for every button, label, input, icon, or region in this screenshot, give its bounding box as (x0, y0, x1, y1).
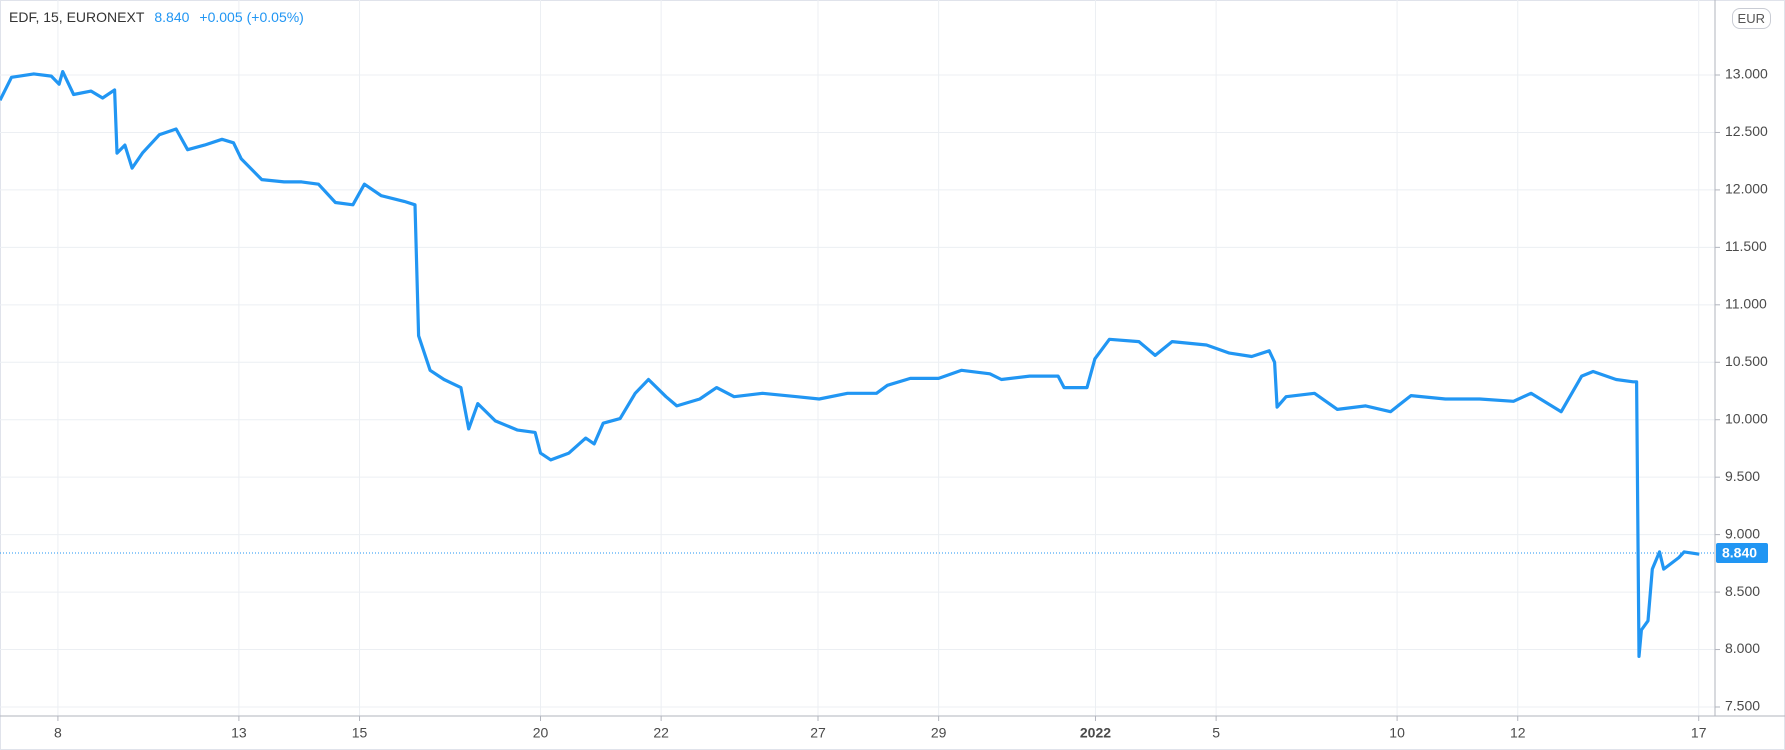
x-tick-label: 15 (352, 725, 368, 741)
last-price: 8.840 (154, 9, 190, 25)
y-tick-label: 9.000 (1725, 525, 1760, 541)
x-tick-label: 13 (231, 725, 247, 741)
y-tick-label: 8.000 (1725, 640, 1760, 656)
y-tick-label: 11.500 (1725, 238, 1767, 254)
legend-header: EDF, 15, EURONEXT 8.840 +0.005 (+0.05%) (9, 9, 304, 25)
x-tick-label: 22 (653, 725, 669, 741)
x-tick-label: 8 (54, 725, 62, 741)
x-tick-label: 10 (1389, 725, 1405, 741)
y-tick-label: 8.500 (1725, 583, 1760, 599)
change-pct: (+0.05%) (246, 9, 304, 25)
y-tick-label: 12.000 (1725, 181, 1768, 197)
x-tick-label: 12 (1510, 725, 1526, 741)
y-tick-label: 13.000 (1725, 66, 1768, 82)
x-tick-label: 20 (533, 725, 549, 741)
x-tick-label: 17 (1691, 725, 1707, 741)
change: +0.005 (199, 9, 243, 25)
y-tick-label: 7.500 (1725, 698, 1760, 714)
x-tick-label: 27 (810, 725, 826, 741)
y-tick-label: 11.000 (1725, 296, 1767, 312)
x-tick-label: 29 (931, 725, 947, 741)
y-tick-label: 9.500 (1725, 468, 1760, 484)
last-price-badge (1716, 543, 1768, 564)
x-tick-label: 2022 (1080, 725, 1111, 741)
currency-button[interactable]: EUR (1731, 8, 1771, 29)
y-tick-label: 10.500 (1725, 353, 1768, 369)
y-tick-label: 10.000 (1725, 410, 1768, 426)
last-price-label: 8.840 (1722, 545, 1757, 561)
price-line (0, 70, 1700, 658)
x-tick-label: 5 (1212, 725, 1220, 741)
y-tick-label: 12.500 (1725, 123, 1768, 139)
symbol: EDF, 15, EURONEXT (9, 9, 145, 25)
